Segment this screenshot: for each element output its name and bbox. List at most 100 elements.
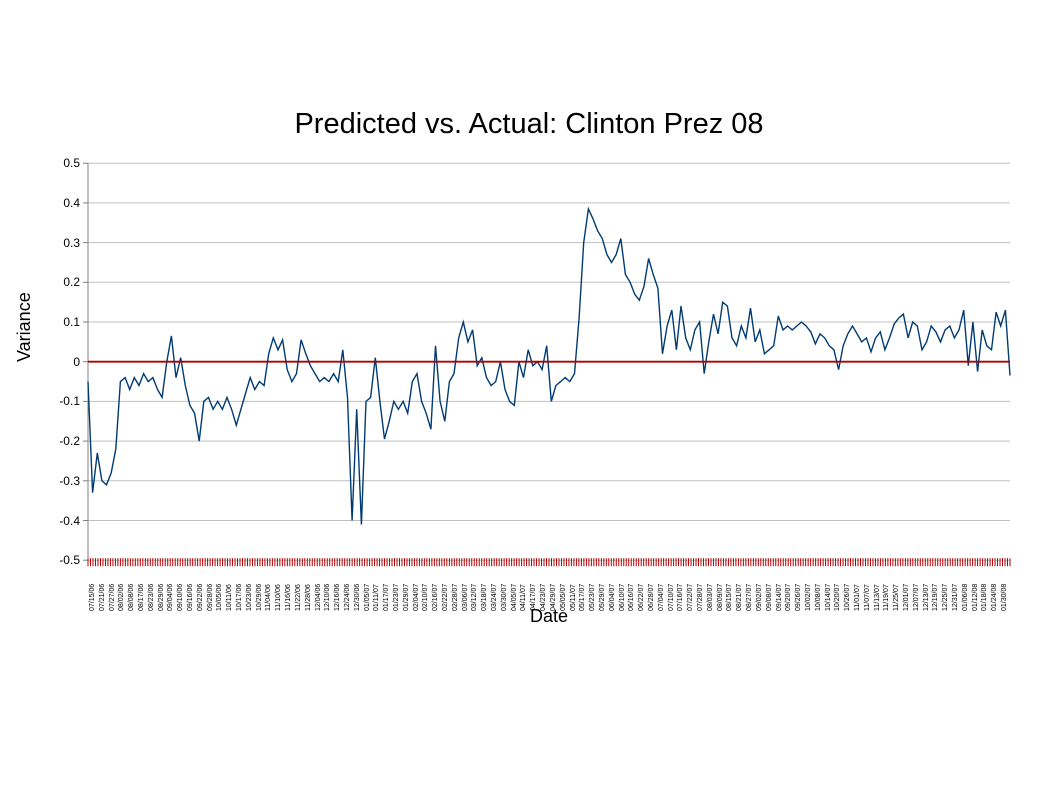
x-tick-label: 05/11/07 <box>569 584 577 611</box>
x-tick-label: 09/14/07 <box>775 583 783 611</box>
x-tick-label: 03/30/07 <box>500 583 508 611</box>
x-tick-label: 02/28/07 <box>451 583 459 611</box>
x-tick-label: 01/06/08 <box>961 583 969 611</box>
x-axis-title: Date <box>529 606 569 626</box>
x-tick-label: 02/16/07 <box>432 583 440 611</box>
x-tick-label: 08/15/07 <box>726 583 734 611</box>
x-tick-label: 09/04/06 <box>167 583 175 611</box>
x-tick-label: 12/07/07 <box>912 583 920 611</box>
x-tick-label: 06/16/07 <box>628 583 636 611</box>
x-tick-label: 04/11/07 <box>520 584 528 611</box>
x-tick-label: 09/26/07 <box>795 583 803 611</box>
x-tick-label: 05/17/07 <box>579 583 587 611</box>
x-tick-label: 07/27/06 <box>108 583 116 611</box>
x-tick-label: 05/23/07 <box>589 583 597 611</box>
x-tick-label: 09/10/06 <box>177 583 185 611</box>
x-tick-label: 10/23/06 <box>245 583 253 611</box>
y-tick-label: 0 <box>73 354 80 369</box>
x-tick-label: 08/29/06 <box>157 583 165 611</box>
x-tick-label: 11/04/06 <box>265 584 273 611</box>
x-tick-label: 01/23/07 <box>392 583 400 611</box>
y-tick-label: 0.5 <box>63 156 80 171</box>
y-tick-label: -0.5 <box>59 553 80 568</box>
x-tick-label: 04/17/07 <box>530 583 538 611</box>
x-tick-label: 09/22/06 <box>196 583 204 611</box>
x-tick-label: 07/10/07 <box>667 583 675 611</box>
x-tick-label: 11/28/06 <box>304 584 312 611</box>
y-tick-label: 0.3 <box>63 235 80 250</box>
x-tick-label: 12/13/07 <box>922 583 930 611</box>
y-tick-label: 0.4 <box>63 195 80 210</box>
x-tick-label: 12/25/07 <box>942 583 950 611</box>
x-tick-label: 12/24/06 <box>343 583 351 611</box>
x-tick-label: 12/19/07 <box>932 583 940 611</box>
x-tick-label: 07/28/07 <box>697 583 705 611</box>
x-tick-label: 09/20/07 <box>785 583 793 611</box>
x-tick-label: 06/22/07 <box>638 583 646 611</box>
y-tick-label: -0.4 <box>59 513 80 528</box>
x-tick-label: 10/26/07 <box>844 583 852 611</box>
x-tick-label: 05/29/07 <box>598 583 606 611</box>
x-tick-label: 01/12/08 <box>971 583 979 611</box>
x-tick-label: 09/28/06 <box>206 583 214 611</box>
x-tick-label: 08/23/06 <box>147 583 155 611</box>
x-tick-label: 11/19/07 <box>883 584 891 611</box>
x-tick-label: 07/15/06 <box>88 583 96 611</box>
x-tick-label: 01/18/08 <box>981 583 989 611</box>
x-tick-label: 06/04/07 <box>608 583 616 611</box>
x-tick-label: 11/13/07 <box>873 584 881 611</box>
y-tick-label: 0.2 <box>63 275 80 290</box>
variance-series-line <box>87 206 1011 525</box>
x-tick-label: 04/29/07 <box>549 583 557 611</box>
x-tick-label: 02/04/07 <box>412 583 420 611</box>
x-tick-label: 12/01/07 <box>903 583 911 611</box>
x-tick-label: 08/02/06 <box>118 583 126 611</box>
x-tick-label: 07/22/07 <box>687 583 695 611</box>
x-tick-label: 01/11/07 <box>373 584 381 611</box>
y-tick-label: -0.2 <box>59 434 80 449</box>
x-tick-label: 03/06/07 <box>461 583 469 611</box>
x-tick-label: 01/29/07 <box>402 583 410 611</box>
x-tick-label: 08/27/07 <box>746 583 754 611</box>
x-tick-label: 10/20/07 <box>834 583 842 611</box>
x-tick-label: 07/04/07 <box>657 583 665 611</box>
x-tick-label: 05/05/07 <box>559 583 567 611</box>
x-tick-label: 12/10/06 <box>324 583 332 611</box>
x-tick-label: 08/03/07 <box>706 583 714 611</box>
x-tick-label: 09/16/06 <box>186 583 194 611</box>
x-tick-label: 10/29/06 <box>255 583 263 611</box>
x-tick-label: 12/04/06 <box>314 583 322 611</box>
x-tick-label: 02/10/07 <box>422 583 430 611</box>
x-tick-label: 04/05/07 <box>510 583 518 611</box>
x-tick-label: 11/16/06 <box>285 584 293 611</box>
chart-title: Predicted vs. Actual: Clinton Prez 08 <box>294 108 764 140</box>
x-tick-label: 10/17/06 <box>236 583 244 611</box>
x-tick-label: 03/18/07 <box>481 583 489 611</box>
x-tick-label: 12/30/06 <box>353 583 361 611</box>
x-tick-label: 08/09/07 <box>716 583 724 611</box>
x-tick-label: 04/23/07 <box>540 583 548 611</box>
x-tick-label: 12/31/07 <box>952 583 960 611</box>
x-tick-label: 01/17/07 <box>383 583 391 611</box>
x-tick-label: 03/12/07 <box>471 583 479 611</box>
x-tick-label: 12/16/06 <box>334 583 342 611</box>
x-tick-label: 08/17/06 <box>137 583 145 611</box>
x-tick-label: 10/05/06 <box>216 583 224 611</box>
x-tick-label: 10/14/07 <box>824 583 832 611</box>
x-tick-label: 11/07/07 <box>863 584 871 611</box>
x-tick-label: 01/05/07 <box>363 583 371 611</box>
x-tick-label: 11/25/07 <box>893 584 901 611</box>
x-tick-label: 06/10/07 <box>618 583 626 611</box>
y-tick-label: 0.1 <box>63 315 80 329</box>
x-tick-label: 01/24/08 <box>991 583 999 611</box>
x-tick-label: 09/02/07 <box>755 583 763 611</box>
x-tick-label: 03/24/07 <box>491 583 499 611</box>
x-tick-label: 10/08/07 <box>814 583 822 611</box>
x-tick-label: 07/16/07 <box>677 583 685 611</box>
y-tick-label: -0.3 <box>59 473 80 488</box>
x-tick-label: 11/22/06 <box>294 584 302 611</box>
x-tick-label: 02/22/07 <box>442 583 450 611</box>
x-tick-label: 01/30/08 <box>1001 583 1009 611</box>
